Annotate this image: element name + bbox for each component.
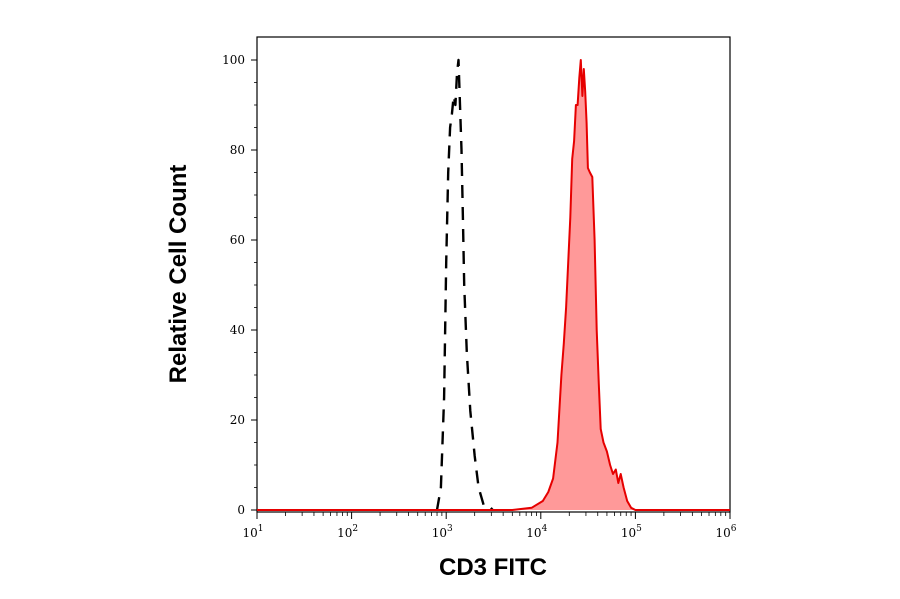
series-1-line: [257, 59, 730, 511]
x-tick-exponent: 5: [636, 524, 642, 534]
y-tick-label: 100: [222, 53, 245, 67]
y-tick-label: 20: [230, 413, 245, 427]
y-tick-label: 0: [237, 503, 245, 517]
x-tick-label: 104: [526, 524, 547, 540]
x-axis-title: CD3 FITC: [439, 554, 547, 581]
x-tick-base: 10: [242, 526, 257, 540]
x-tick-base: 10: [337, 526, 352, 540]
series-layer: [257, 58, 730, 511]
x-tick-base: 10: [526, 526, 541, 540]
x-tick-label: 102: [337, 524, 358, 540]
y-tick-label: 80: [230, 143, 245, 157]
x-tick-base: 10: [621, 526, 636, 540]
x-tick-label: 106: [715, 524, 736, 540]
x-tick-base: 10: [715, 526, 730, 540]
x-tick-base: 10: [432, 526, 447, 540]
x-tick-exponent: 2: [352, 524, 358, 534]
series-0-line: [435, 58, 494, 511]
x-tick-exponent: 1: [258, 524, 264, 534]
x-tick-exponent: 3: [447, 524, 453, 534]
y-tick-label: 40: [230, 323, 245, 337]
x-tick-label: 103: [432, 524, 453, 540]
y-axis-title: Relative Cell Count: [165, 165, 192, 384]
x-tick-label: 105: [621, 524, 642, 540]
x-tick-exponent: 6: [731, 524, 737, 534]
plot-frame: [256, 36, 731, 513]
x-tick-exponent: 4: [542, 524, 548, 534]
y-tick-label: 60: [230, 233, 245, 247]
x-tick-label: 101: [242, 524, 263, 540]
